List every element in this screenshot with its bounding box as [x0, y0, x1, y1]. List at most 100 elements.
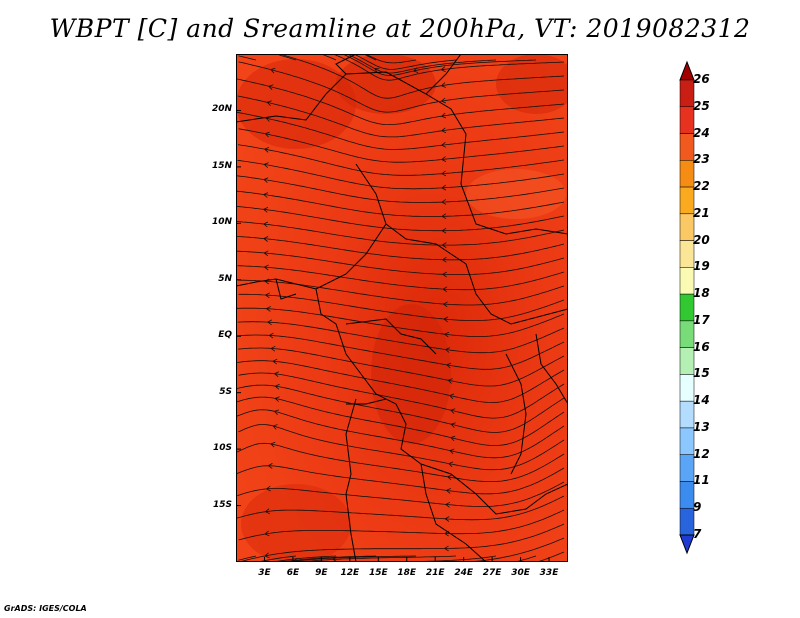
streamline — [238, 61, 565, 113]
lon-tick-label: 21E — [425, 568, 445, 578]
streamline — [237, 319, 565, 354]
colorbar-swatch — [679, 79, 695, 108]
streamline — [236, 463, 565, 495]
wbpt-patch — [336, 54, 436, 114]
colorbar-label: 21 — [693, 205, 710, 220]
streamline — [238, 128, 565, 163]
streamline — [238, 371, 565, 419]
streamline — [237, 278, 565, 308]
lon-tick-label: 33E — [539, 568, 559, 578]
colorbar-swatch — [679, 213, 695, 241]
colorbar-label: 25 — [693, 98, 710, 113]
streamline — [237, 481, 565, 508]
colorbar-swatch — [679, 400, 695, 429]
streamline — [236, 396, 565, 446]
streamline — [238, 345, 565, 387]
streamline — [237, 159, 565, 191]
wbpt-patch — [241, 484, 351, 562]
colorbar-label: 16 — [693, 339, 710, 354]
colorbar-swatch — [679, 186, 695, 215]
streamline — [236, 441, 565, 482]
colorbar-swatch — [679, 293, 695, 322]
streamline — [237, 358, 565, 403]
colorbar-label: 20 — [693, 232, 710, 247]
streamline — [366, 54, 417, 64]
streamline — [281, 54, 565, 99]
wbpt-patch — [496, 54, 568, 114]
lat-tick-label: 10N — [211, 217, 232, 228]
colorbar-swatch — [679, 320, 695, 348]
colorbar-label: 15 — [693, 366, 710, 381]
lon-tick-label: 18E — [397, 568, 417, 578]
lat-tick-label: 10S — [212, 443, 232, 454]
streamline — [238, 55, 257, 61]
streamline — [515, 555, 537, 562]
streamline — [237, 264, 565, 293]
colorbar-swatch — [679, 160, 695, 188]
colorbar-swatch — [679, 454, 695, 482]
colorbar-swatch — [679, 106, 695, 134]
streamline — [538, 551, 565, 562]
streamline — [238, 292, 565, 323]
streamline — [236, 409, 565, 459]
colorbar-label: 19 — [693, 259, 710, 274]
streamline — [471, 537, 565, 562]
streamline — [348, 54, 497, 74]
map-frame — [236, 54, 568, 562]
colorbar-swatch — [679, 240, 695, 268]
streamline — [236, 383, 565, 433]
streamline — [365, 54, 377, 61]
colorbar-label: 24 — [693, 125, 710, 140]
streamline — [237, 175, 565, 205]
colorbar-bottom-arrow — [679, 534, 695, 555]
lon-tick-label: 27E — [482, 568, 502, 578]
colorbar-label: 18 — [693, 286, 710, 301]
colorbar-label: 17 — [693, 312, 710, 327]
colorbar-swatch — [679, 507, 695, 536]
map-title: WBPT [C] and Sreamline at 200hPa, VT: 20… — [49, 14, 751, 43]
lat-tick-label: 15N — [211, 160, 232, 171]
streamline — [237, 95, 565, 138]
streamline — [283, 555, 377, 562]
lat-tick-label: 5N — [218, 273, 232, 284]
streamline — [260, 555, 297, 562]
streamline — [236, 111, 565, 150]
lat-tick-label: 20N — [211, 104, 232, 115]
lat-tick-label: 15S — [212, 499, 232, 510]
country-borders — [236, 54, 568, 562]
lon-tick-label: 6E — [286, 568, 300, 578]
colorbar-swatch — [679, 481, 695, 509]
colorbar — [679, 60, 695, 555]
streamline — [236, 306, 565, 338]
streamline — [238, 509, 565, 541]
colorbar-label: 26 — [693, 72, 710, 86]
colorbar-label: 22 — [693, 179, 710, 194]
streamline-map — [236, 54, 568, 562]
colorbar-label: 14 — [693, 393, 710, 408]
colorbar-label: 23 — [693, 152, 710, 167]
colorbar-label: 11 — [693, 473, 710, 488]
colorbar-label: 7 — [693, 527, 702, 541]
colorbar-swatch — [679, 374, 695, 402]
map-panel — [236, 54, 568, 562]
streamline — [236, 190, 565, 220]
wbpt-patch — [236, 59, 356, 149]
colorbar-label: 13 — [693, 419, 710, 434]
lon-tick-label: 12E — [340, 568, 360, 578]
lat-tick-label: 5S — [219, 386, 232, 397]
streamline — [236, 206, 565, 234]
lon-tick-label: 15E — [368, 568, 388, 578]
lon-tick-label: 3E — [258, 568, 271, 578]
lon-tick-label: 30E — [511, 568, 530, 578]
streamline — [236, 221, 565, 248]
colorbar-swatch — [679, 267, 695, 295]
streamline — [236, 332, 565, 370]
streamline — [334, 54, 565, 81]
streamline — [236, 78, 565, 125]
colorbar-swatch — [679, 133, 695, 161]
colorbar-swatch — [679, 347, 695, 375]
streamline — [354, 54, 457, 70]
colorbar-swatch — [679, 427, 695, 455]
streamline — [276, 555, 337, 562]
streamlines — [236, 54, 565, 562]
